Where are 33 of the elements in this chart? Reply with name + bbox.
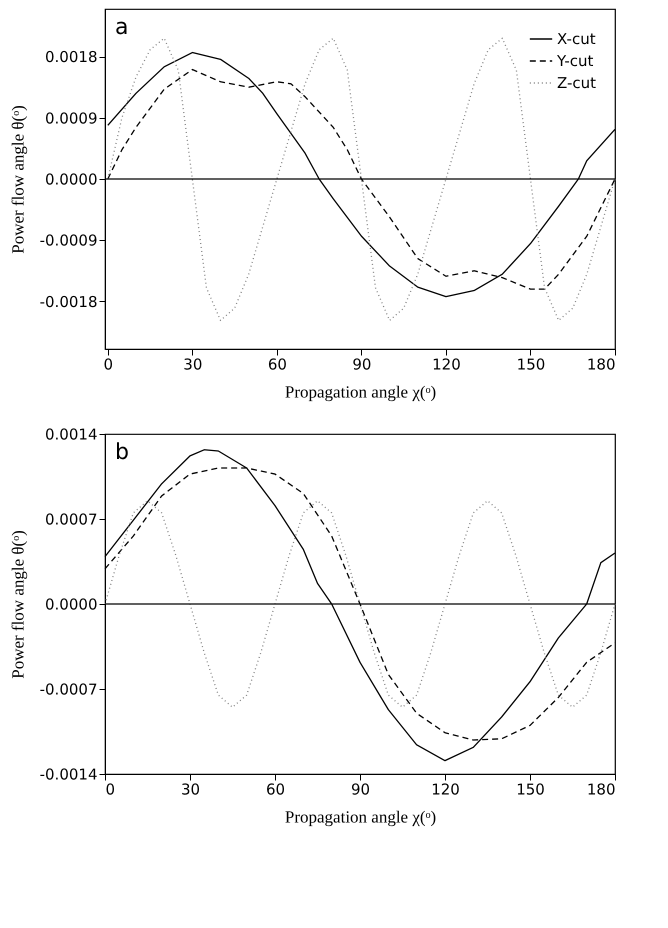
legend-label: Y-cut [556,52,594,70]
y-tick-label: 0.0009 [45,109,98,128]
y-tick-label: -0.0009 [40,232,98,250]
legend-label: X-cut [557,30,596,48]
y-axis-title: Power flow angle θ(ᵒ) [8,530,28,679]
x-tick-label: 0 [106,780,116,798]
x-tick-label: 120 [431,780,460,798]
annotation: a [115,15,128,40]
x-tick-label: 0 [104,356,114,374]
y-tick-label: -0.0018 [40,292,98,311]
x-tick-label: 60 [266,780,286,798]
y-tick-label: 0.0007 [45,510,98,528]
x-tick-label: 180 [586,356,616,374]
y-axis-title: Power flow angle θ(ᵒ) [8,105,28,254]
y-tick-label: -0.0007 [40,680,98,698]
x-axis-title: Propagation angle χ(ᵒ) [284,808,436,826]
x-tick-label: 120 [432,356,461,374]
y-tick-label: 0.0000 [45,170,98,188]
y-tick-label: 0.0000 [45,596,98,614]
annotation: b [115,440,129,465]
y-tick-label: 0.0018 [45,48,98,66]
x-tick-label: 60 [268,356,287,374]
x-tick-label: 150 [516,356,546,374]
x-tick-label: 30 [180,780,200,798]
x-tick-label: 30 [183,356,202,374]
x-tick-label: 90 [352,356,372,374]
x-tick-label: 90 [350,780,370,798]
legend-label: Z-cut [557,74,596,92]
x-tick-label: 150 [516,780,545,798]
y-tick-label: -0.0014 [40,766,98,784]
y-tick-label: 0.0014 [45,426,98,444]
x-axis-title: Propagation angle χ(ᵒ) [284,382,436,402]
x-tick-label: 180 [586,780,616,798]
